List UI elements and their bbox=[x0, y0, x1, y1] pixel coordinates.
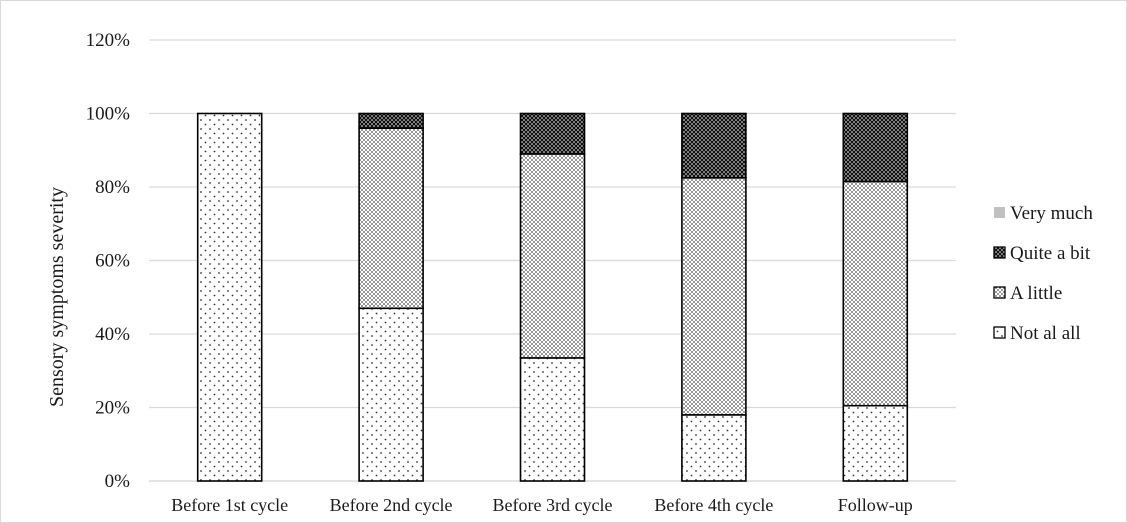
bar-segment bbox=[681, 177, 747, 416]
legend-swatch bbox=[993, 326, 1006, 339]
legend-label: Not al all bbox=[1010, 323, 1081, 344]
y-axis-label: Sensory symptoms severity bbox=[46, 187, 68, 407]
y-tick-label: 20% bbox=[95, 398, 130, 419]
legend: Very much Quite a bit A little Not al all bbox=[993, 203, 1093, 344]
bar-segment bbox=[358, 112, 424, 129]
y-tick-label: 120% bbox=[86, 30, 131, 51]
y-tick-label: 80% bbox=[95, 177, 130, 198]
bar-segment bbox=[842, 404, 909, 482]
x-category-label: Before 4th cycle bbox=[654, 495, 773, 515]
bar-segment bbox=[842, 180, 909, 407]
x-axis-categories: Before 1st cycle Before 2nd cycle Before 3… bbox=[171, 495, 913, 515]
y-tick-label: 40% bbox=[95, 324, 130, 345]
x-category-label: Before 1st cycle bbox=[171, 495, 288, 515]
legend-swatch bbox=[993, 246, 1006, 259]
x-category-label: Follow-up bbox=[838, 495, 913, 515]
bar-segment bbox=[681, 112, 747, 179]
y-tick-label: 0% bbox=[105, 471, 131, 492]
y-axis-ticks: 0% 20% 40% 60% 80% 100% 120% bbox=[86, 30, 131, 492]
bar-segment bbox=[681, 414, 747, 482]
bars bbox=[196, 112, 909, 482]
x-category-label: Before 2nd cycle bbox=[330, 495, 453, 515]
x-category-label: Before 3rd cycle bbox=[493, 495, 613, 515]
legend-label: Very much bbox=[1010, 203, 1093, 224]
legend-swatch bbox=[993, 286, 1006, 299]
y-tick-label: 60% bbox=[95, 251, 130, 272]
legend-label: Quite a bit bbox=[1010, 243, 1091, 264]
bar-segment bbox=[519, 357, 586, 482]
bar-segment bbox=[358, 307, 424, 482]
y-tick-label: 100% bbox=[86, 104, 131, 125]
bar-segment bbox=[519, 153, 586, 359]
bar-segment bbox=[358, 127, 424, 310]
bar-segment bbox=[842, 112, 909, 183]
legend-swatch bbox=[994, 207, 1005, 218]
bar-segment bbox=[196, 112, 263, 482]
legend-label: A little bbox=[1010, 283, 1062, 304]
bar-segment bbox=[519, 112, 586, 155]
